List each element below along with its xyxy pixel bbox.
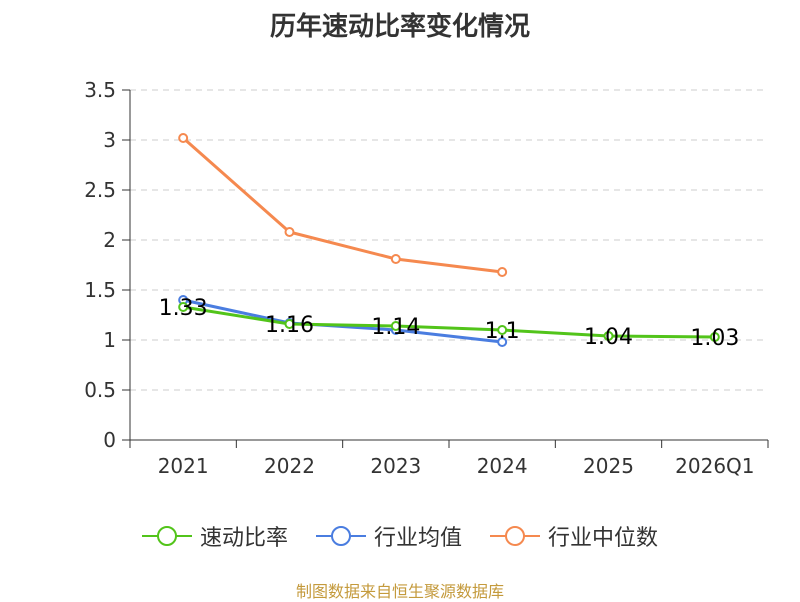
chart-title: 历年速动比率变化情况 (269, 12, 530, 42)
grid-lines (130, 89, 768, 391)
data-label: 1.16 (265, 313, 314, 338)
data-label: 1.33 (159, 296, 208, 321)
legend-label-industry-average: 行业均值 (373, 526, 462, 551)
series-layer (178, 133, 720, 347)
data-point-0 (709, 332, 720, 342)
y-tick-label: 3 (103, 128, 116, 152)
data-point-0 (390, 321, 401, 331)
data-point-0 (497, 325, 508, 335)
y-tick-label: 2 (103, 228, 116, 252)
y-tick-label: 1 (103, 328, 116, 352)
data-labels: 1.33 1.16 1.14 1.1 1.04 1.03 (159, 296, 740, 351)
series-line-1 (182, 298, 503, 344)
y-tick-label: 3.5 (84, 78, 116, 102)
legend-label-quick-ratio: 速动比率 (199, 526, 288, 551)
data-source-note: 制图数据来自恒生聚源数据库 (295, 582, 504, 601)
x-tick-label: 2023 (370, 454, 421, 478)
data-point-2 (178, 133, 189, 143)
legend-marker-industry-median (490, 526, 540, 546)
y-tick-label: 1.5 (84, 278, 116, 302)
x-tick-label: 2022 (264, 454, 315, 478)
data-point-0 (603, 331, 614, 341)
data-label: 1.1 (485, 319, 520, 344)
x-tick-label: 2025 (583, 454, 634, 478)
y-tick-label: 0.5 (84, 378, 116, 402)
legend-item-industry-average[interactable]: 行业均值 (315, 520, 462, 552)
legend-item-quick-ratio[interactable]: 速动比率 (141, 520, 288, 552)
chart-plot: 0 0.5 1 1.5 2 2.5 3 3.5 2021 2022 2023 2024 2025 2026… (84, 78, 769, 478)
data-label: 1.04 (584, 325, 633, 350)
legend-marker-quick-ratio (141, 526, 192, 546)
data-point-2 (497, 267, 508, 277)
data-point-0 (284, 319, 295, 329)
data-point-1 (497, 337, 508, 347)
legend-marker-industry-average (315, 526, 366, 546)
x-tick-label: 2024 (477, 454, 528, 478)
legend-item-industry-median[interactable]: 行业中位数 (490, 520, 658, 552)
data-label: 1.03 (690, 326, 739, 351)
legend-label-industry-median: 行业中位数 (548, 526, 659, 551)
x-tick-label: 2026Q1 (675, 454, 754, 478)
data-point-2 (284, 227, 295, 237)
series-line-2 (182, 136, 503, 274)
data-point-0 (178, 302, 189, 312)
series-line-0 (182, 305, 715, 339)
data-label: 1.14 (371, 315, 420, 340)
axes: 0 0.5 1 1.5 2 2.5 3 3.5 2021 2022 2023 2024 2025 2026… (84, 78, 769, 478)
x-tick-label: 2021 (158, 454, 209, 478)
y-tick-label: 0 (103, 428, 116, 452)
data-point-2 (390, 254, 401, 264)
legend: 速动比率 行业均值 行业中位数 (0, 520, 800, 552)
y-tick-label: 2.5 (84, 178, 116, 202)
